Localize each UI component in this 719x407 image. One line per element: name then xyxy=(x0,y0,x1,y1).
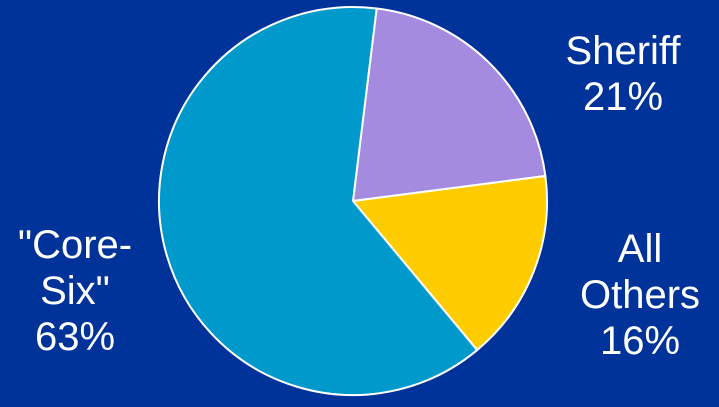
slice-label-sheriff-line-1: Sheriff xyxy=(565,29,681,73)
pie-slice-core-six xyxy=(158,6,479,396)
slice-label-all-others-line-3: 16% xyxy=(599,319,681,363)
pie-slice-all-others xyxy=(352,175,548,352)
slice-label-all-others-line-2: Others xyxy=(579,273,701,317)
slice-label-all-others: All Others 16% xyxy=(560,226,719,364)
slice-label-sheriff: Sheriff 21% xyxy=(548,28,698,120)
slice-label-core-six: "Core- Six" 63% xyxy=(0,222,150,360)
slice-label-sheriff-line-2: 21% xyxy=(582,75,664,119)
slice-label-core-six-line-2: Six" xyxy=(40,269,110,313)
slice-label-core-six-line-1: "Core- xyxy=(17,223,133,267)
pie-slice-sheriff xyxy=(352,7,547,202)
slice-label-all-others-line-1: All xyxy=(617,227,663,271)
slice-label-core-six-line-3: 63% xyxy=(34,315,116,359)
